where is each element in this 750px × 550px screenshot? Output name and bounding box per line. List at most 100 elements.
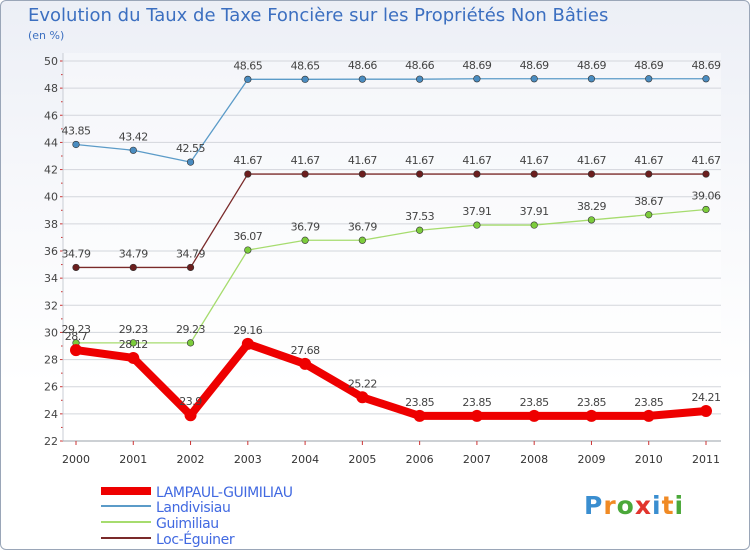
y-tick-label: 38 xyxy=(44,218,58,231)
data-point xyxy=(470,409,483,422)
data-point xyxy=(358,170,366,178)
legend-label: Guimiliau xyxy=(156,516,219,532)
x-tick-label: 2001 xyxy=(119,453,147,466)
data-label: 41.67 xyxy=(348,154,377,167)
data-point xyxy=(241,337,254,350)
data-label: 41.67 xyxy=(634,154,663,167)
y-tick-label: 40 xyxy=(44,191,58,204)
data-label: 38.29 xyxy=(577,200,606,213)
x-tick-label: 2009 xyxy=(577,453,605,466)
data-label: 43.42 xyxy=(119,130,148,143)
data-label: 23.85 xyxy=(462,396,491,409)
data-point xyxy=(72,140,80,149)
unit-label: (en %) xyxy=(28,29,65,42)
data-label: 37.91 xyxy=(520,205,549,218)
data-point xyxy=(70,344,82,357)
data-point xyxy=(186,263,195,272)
data-label: 23.85 xyxy=(634,396,663,409)
y-tick-label: 42 xyxy=(44,164,58,177)
data-label: 38.67 xyxy=(634,195,663,208)
data-label: 37.53 xyxy=(405,210,434,223)
legend-label: Loc-Éguiner xyxy=(156,531,235,548)
data-label: 48.69 xyxy=(577,59,606,72)
data-label: 48.66 xyxy=(405,59,434,72)
data-point xyxy=(299,357,312,370)
data-point xyxy=(416,170,424,178)
x-tick-label: 2005 xyxy=(348,453,376,466)
y-tick-label: 32 xyxy=(44,299,58,312)
data-label: 39.06 xyxy=(692,189,721,202)
y-tick-label: 30 xyxy=(44,326,58,339)
y-tick-label: 48 xyxy=(44,82,58,95)
data-label: 48.69 xyxy=(692,59,721,72)
data-label: 27.68 xyxy=(291,344,320,357)
data-point xyxy=(585,409,598,422)
data-point xyxy=(301,75,309,83)
data-label: 36.79 xyxy=(291,220,320,233)
data-point xyxy=(587,75,596,83)
series-line-guimiliau xyxy=(75,208,707,344)
series-line-loc-éguiner xyxy=(75,173,707,269)
legend-label: Landivisiau xyxy=(156,500,230,516)
data-point xyxy=(702,75,710,83)
data-point xyxy=(702,170,710,178)
data-label: 34.79 xyxy=(119,247,148,260)
data-label: 34.79 xyxy=(176,247,205,260)
data-point xyxy=(358,236,366,244)
data-label: 28.12 xyxy=(119,338,148,351)
x-tick-label: 2007 xyxy=(463,453,491,466)
data-point xyxy=(473,221,481,229)
data-point xyxy=(413,409,426,422)
data-point xyxy=(645,211,653,219)
data-point xyxy=(645,170,653,178)
data-point xyxy=(642,409,655,422)
data-point xyxy=(301,170,309,178)
x-tick-label: 2004 xyxy=(291,453,319,466)
data-label: 23.85 xyxy=(577,396,606,409)
data-label: 41.67 xyxy=(577,154,606,167)
data-point xyxy=(528,409,541,422)
y-tick-label: 28 xyxy=(44,354,58,367)
data-point xyxy=(587,170,596,178)
data-label: 29.23 xyxy=(62,323,91,336)
legend-label: LAMPAUL-GUIMILIAU xyxy=(156,485,293,501)
data-point xyxy=(358,75,366,83)
data-point xyxy=(129,263,137,272)
data-point xyxy=(702,205,710,214)
data-label: 41.67 xyxy=(462,154,491,167)
x-tick-label: 2011 xyxy=(692,453,720,466)
data-label: 43.85 xyxy=(62,124,91,137)
data-point xyxy=(587,216,596,224)
data-label: 41.67 xyxy=(405,154,434,167)
y-tick-label: 22 xyxy=(44,435,58,448)
data-point xyxy=(530,221,538,229)
data-label: 34.79 xyxy=(62,247,91,260)
data-point xyxy=(244,170,252,178)
data-point xyxy=(72,263,80,272)
data-label: 36.07 xyxy=(233,230,262,243)
data-label: 48.69 xyxy=(634,59,663,72)
data-point xyxy=(473,75,481,83)
data-point xyxy=(530,75,538,83)
y-tick-label: 36 xyxy=(44,245,58,258)
data-point xyxy=(356,391,369,404)
data-point xyxy=(473,170,481,178)
y-tick-label: 34 xyxy=(44,272,58,285)
data-label: 42.55 xyxy=(176,142,205,155)
data-point xyxy=(416,75,424,83)
y-tick-label: 46 xyxy=(44,109,58,122)
data-label: 25.22 xyxy=(348,377,377,390)
y-tick-label: 26 xyxy=(44,381,58,394)
data-label: 41.67 xyxy=(291,154,320,167)
series-line-lampaul-guimiliau xyxy=(72,339,710,420)
data-label: 29.23 xyxy=(119,323,148,336)
data-label: 48.66 xyxy=(348,59,377,72)
data-label: 48.65 xyxy=(291,59,320,72)
data-point xyxy=(530,170,538,178)
data-label: 24.21 xyxy=(692,391,721,404)
data-point xyxy=(301,236,309,244)
data-label: 48.69 xyxy=(462,59,491,72)
data-point xyxy=(186,339,195,347)
